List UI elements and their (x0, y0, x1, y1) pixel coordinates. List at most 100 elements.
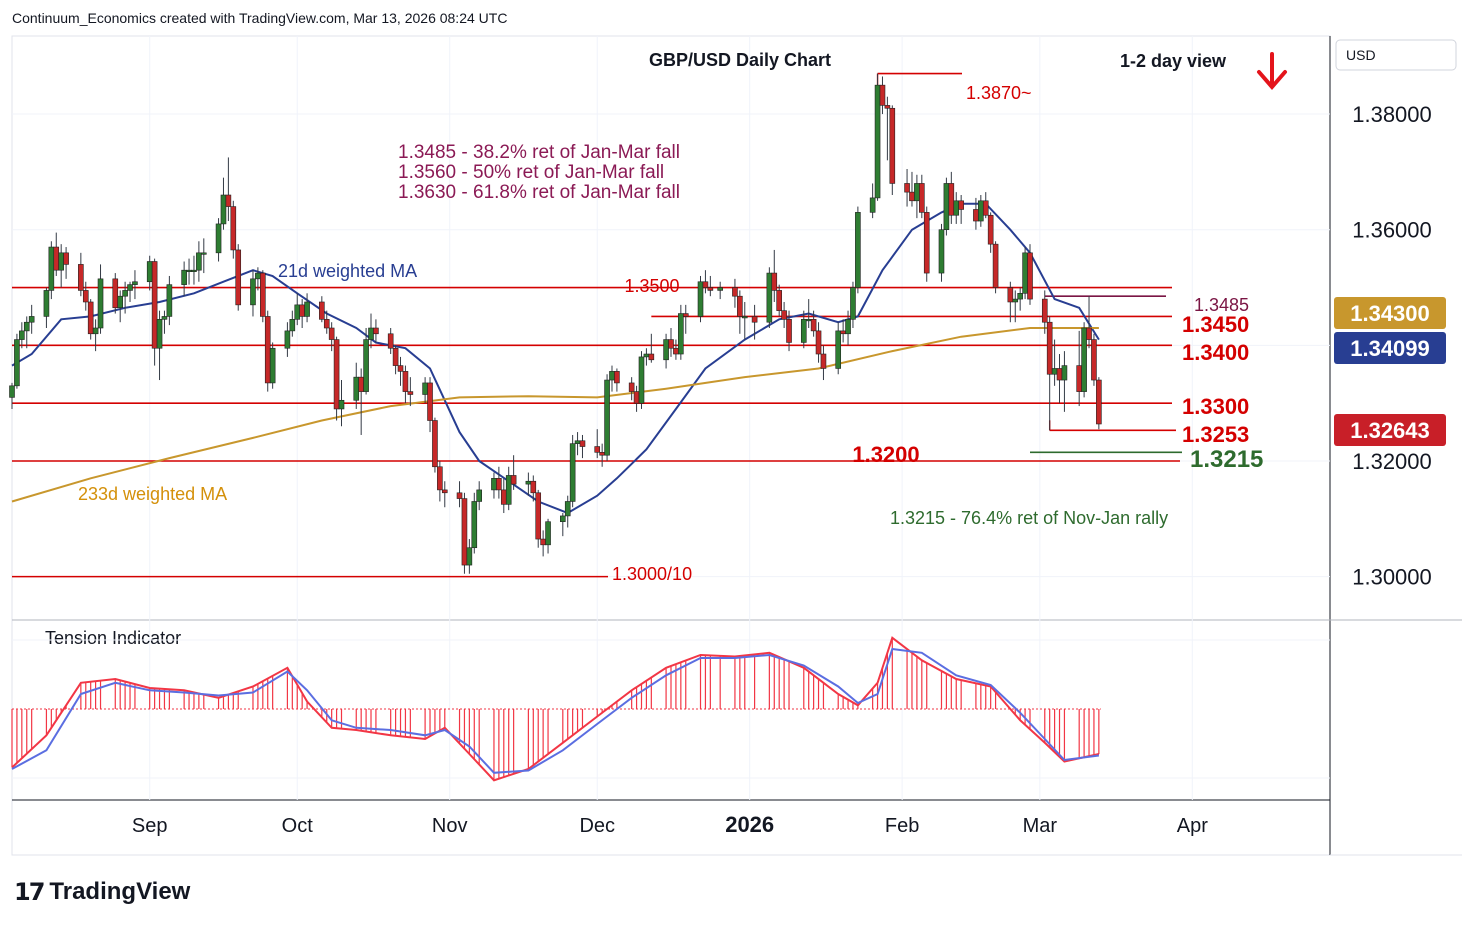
candle-body (328, 327, 335, 340)
ma-233d-label: 233d weighted MA (78, 484, 227, 504)
tension-indicator-title: Tension Indicator (45, 628, 181, 648)
candle-body (702, 281, 709, 288)
candle-body (751, 316, 758, 323)
candle-body (1046, 321, 1053, 375)
candle-body (737, 295, 743, 317)
candle-body (889, 107, 896, 184)
candle-body (200, 252, 207, 255)
candle-body (594, 446, 601, 453)
candle-body (127, 284, 133, 291)
candle-body (432, 420, 438, 468)
candle-body (87, 301, 94, 335)
level-label: 1.3200 (852, 442, 919, 467)
level-label: 1.3000/10 (612, 564, 692, 584)
candle-body (402, 371, 409, 392)
candle-body (697, 281, 704, 317)
candle-body (358, 376, 364, 392)
candle-body (1091, 339, 1097, 381)
level-label: 1.3253 (1182, 422, 1249, 447)
candle-body (225, 194, 232, 207)
candle-body (1096, 379, 1102, 425)
candle-body (923, 212, 930, 274)
price-badge-label: 1.34300 (1350, 301, 1430, 326)
candle-body (294, 304, 301, 320)
candle-body (1017, 293, 1023, 300)
candle-body (540, 538, 546, 546)
level-label: 1.3400 (1182, 340, 1249, 365)
candle-body (815, 330, 822, 355)
tradingview-logo-text: TradingView (49, 878, 191, 905)
candle-body (884, 105, 891, 109)
candle-body (855, 212, 861, 288)
candle-body (461, 498, 468, 566)
candle-body (973, 209, 979, 222)
candle-body (1086, 327, 1092, 340)
tension-fast-line (11, 636, 1100, 782)
candle-body (319, 301, 325, 320)
candle-body (264, 316, 271, 384)
level-label: 1.3450 (1182, 312, 1249, 337)
y-tick-label: 1.30000 (1352, 565, 1432, 590)
candle-body (471, 501, 478, 549)
candle-body (122, 290, 128, 297)
candle-body (363, 339, 369, 392)
candle-body (909, 191, 915, 202)
candle-body (845, 319, 851, 335)
candle-body (43, 290, 50, 317)
candle-body (643, 353, 650, 358)
candle-body (850, 287, 856, 320)
currency-box (1335, 39, 1457, 71)
candle-body (874, 84, 881, 199)
candle-body (476, 489, 483, 502)
candle-body (678, 313, 684, 355)
candle-body (569, 443, 576, 502)
candle-body (978, 200, 984, 222)
candle-body (1007, 287, 1014, 303)
price-badge (1334, 414, 1446, 446)
candle-body (255, 272, 261, 280)
candle-body (560, 515, 566, 523)
candle-body (151, 261, 158, 349)
candle-body (987, 214, 994, 245)
candle-body (919, 183, 925, 213)
candle-body (215, 223, 222, 254)
candle-body (673, 347, 679, 355)
candle-body (437, 466, 443, 491)
candle-body (609, 371, 615, 381)
candle-body (161, 316, 168, 320)
candle-body (810, 319, 817, 332)
candle-body (496, 478, 502, 491)
candle-body (800, 319, 807, 343)
tradingview-logo[interactable]: 17 TradingView (14, 874, 190, 910)
candle-body (491, 478, 497, 491)
ma-21d-line (11, 202, 1100, 515)
candle-body (732, 287, 738, 297)
arrow-down-icon (1257, 52, 1287, 91)
candle-body (23, 321, 30, 332)
level-label: 1.3500 (624, 276, 679, 296)
candle-body (353, 376, 360, 401)
candle-body (289, 319, 296, 332)
candle-body (28, 316, 35, 323)
candle-body (879, 84, 886, 106)
candle-body (1051, 368, 1058, 375)
candle-body (53, 246, 60, 271)
candle-body (397, 365, 404, 372)
retracement-annotation: 1.3630 - 61.8% ret of Jan-Mar fall (398, 182, 680, 203)
candle-body (1056, 368, 1063, 381)
candle-body (638, 356, 645, 404)
candle-body (1061, 365, 1068, 381)
chart-credit-header: Continuum_Economics created with Trading… (12, 10, 508, 26)
candle-body (196, 252, 202, 271)
y-tick-label: 1.38000 (1352, 102, 1432, 127)
x-tick-label: Oct (282, 815, 314, 837)
x-tick-label: Dec (579, 815, 615, 837)
candle-body (599, 452, 605, 456)
candle-body (392, 347, 399, 366)
candle-body (545, 521, 551, 546)
candle-body (840, 330, 846, 335)
candle-body (628, 382, 635, 392)
candle-body (260, 272, 266, 317)
x-tick-label: Feb (885, 815, 919, 837)
